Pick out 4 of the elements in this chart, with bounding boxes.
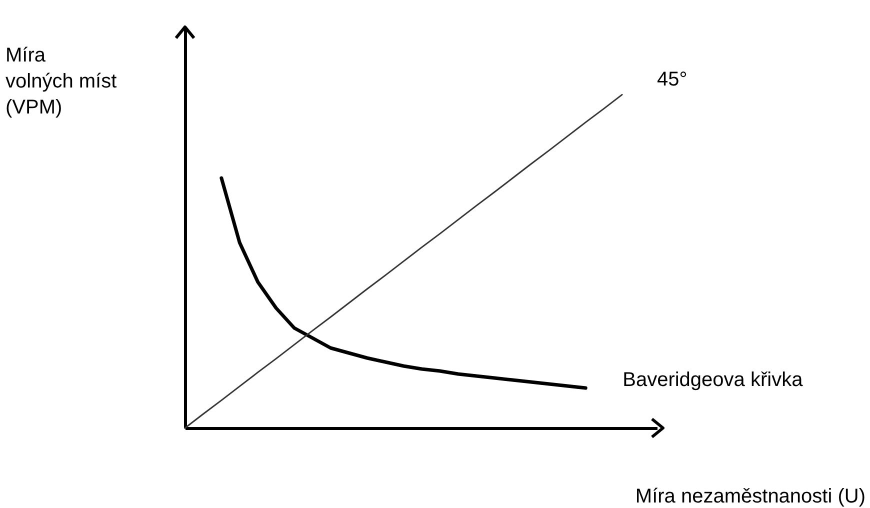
series-label: 45°: [657, 68, 688, 91]
y-axis-title: Míra volných míst (VPM): [6, 44, 118, 118]
series-label: Baveridgeova křivka: [622, 369, 804, 391]
x-axis-title: Míra nezaměstnanosti (U): [635, 486, 866, 508]
